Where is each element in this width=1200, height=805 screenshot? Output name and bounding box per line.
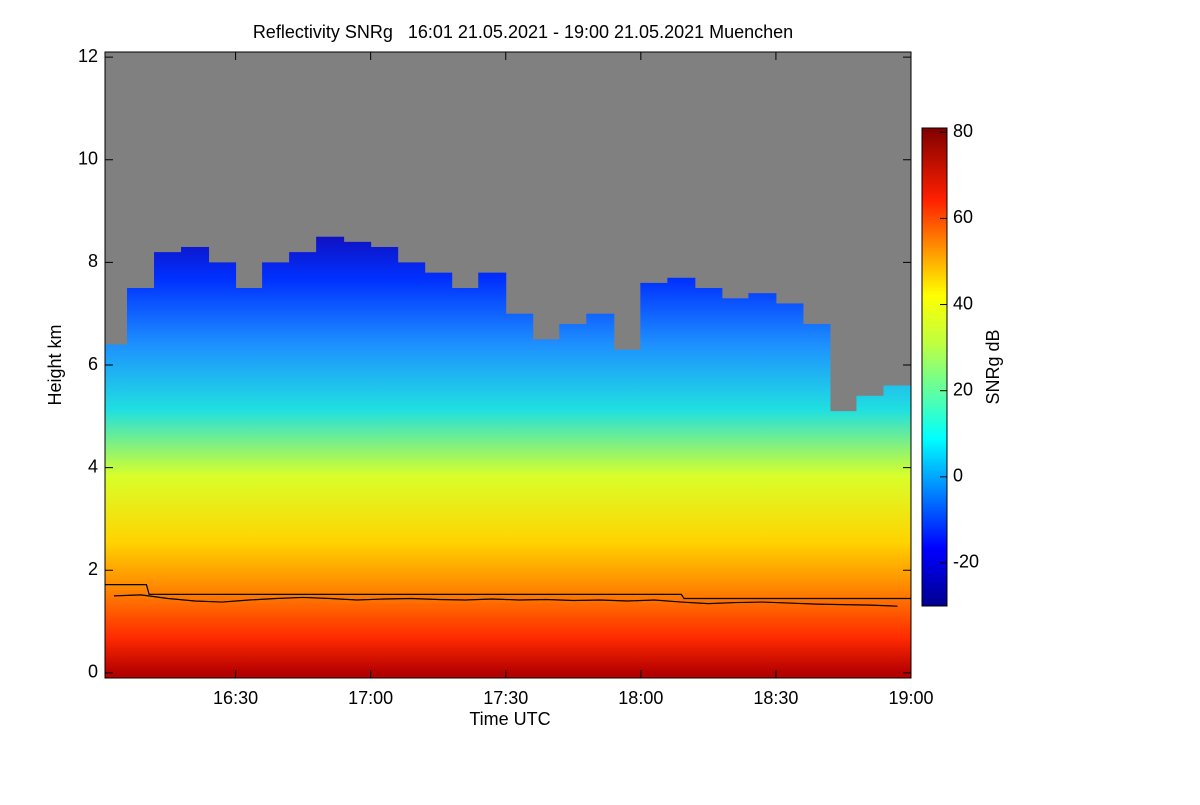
echo-column xyxy=(505,313,534,678)
echo-column xyxy=(289,252,318,678)
echo-column xyxy=(856,395,885,678)
y-tick-label: 10 xyxy=(78,149,98,169)
colorbar-tick-label: 80 xyxy=(953,121,973,141)
echo-column xyxy=(586,313,615,678)
x-axis-label: Time UTC xyxy=(469,709,550,729)
echo-column xyxy=(532,339,561,678)
colorbar-tick-label: -20 xyxy=(953,552,979,572)
chart-title: Reflectivity SNRg 16:01 21.05.2021 - 19:… xyxy=(253,22,793,42)
echo-column xyxy=(478,272,507,678)
layer-line xyxy=(113,594,898,607)
echo-column xyxy=(694,288,723,678)
y-tick-label: 0 xyxy=(88,662,98,682)
y-axis-label: Height km xyxy=(45,324,65,405)
echo-column xyxy=(262,262,291,678)
echo-column xyxy=(397,262,426,678)
layer-line xyxy=(105,584,911,600)
colorbar-tick-label: 60 xyxy=(953,207,973,227)
echo-column xyxy=(559,323,588,678)
x-tick-label: 18:30 xyxy=(753,688,798,708)
echo-column xyxy=(181,246,210,678)
y-tick-label: 6 xyxy=(88,354,98,374)
echo-column xyxy=(208,262,237,678)
y-tick-label: 8 xyxy=(88,251,98,271)
x-tick-label: 17:00 xyxy=(348,688,393,708)
echo-column xyxy=(748,293,777,678)
echo-column xyxy=(667,277,696,678)
echo-column xyxy=(235,288,264,678)
echo-column xyxy=(640,282,669,678)
echo-column xyxy=(451,288,480,678)
x-tick-label: 18:00 xyxy=(618,688,663,708)
colorbar-label: SNRg dB xyxy=(983,329,1003,404)
echo-column xyxy=(829,411,858,678)
echo-column xyxy=(424,272,453,678)
echo-column xyxy=(613,349,642,678)
echo-column xyxy=(883,385,911,678)
x-tick-label: 17:30 xyxy=(483,688,528,708)
echo-column xyxy=(802,323,831,678)
colorbar xyxy=(921,127,948,607)
echo-column xyxy=(775,303,804,678)
echo-column xyxy=(721,298,750,678)
x-tick-label: 19:00 xyxy=(888,688,933,708)
x-tick-label: 16:30 xyxy=(213,688,258,708)
y-tick-label: 4 xyxy=(88,456,98,476)
field xyxy=(105,236,911,678)
y-tick-label: 12 xyxy=(78,46,98,66)
colorbar-tick-label: 0 xyxy=(953,466,963,486)
echo-column xyxy=(105,344,129,678)
colorbar-tick-label: 40 xyxy=(953,293,973,313)
echo-column xyxy=(316,236,345,678)
echo-column xyxy=(343,241,372,678)
echo-column xyxy=(154,252,183,678)
y-tick-label: 2 xyxy=(88,559,98,579)
echo-column xyxy=(127,288,156,678)
colorbar-tick-label: 20 xyxy=(953,379,973,399)
echo-column xyxy=(370,246,399,678)
